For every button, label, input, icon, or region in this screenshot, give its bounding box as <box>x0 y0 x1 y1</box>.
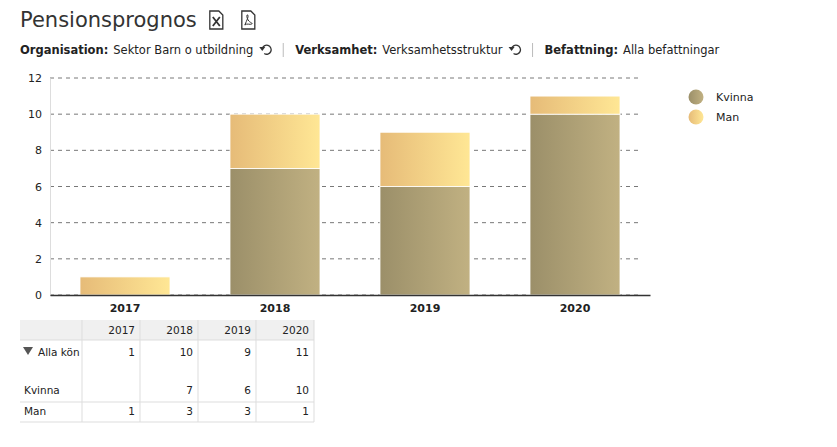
x-tick: 2020 <box>560 295 591 315</box>
reset-icon[interactable] <box>259 45 271 54</box>
y-tick-label: 10 <box>28 108 42 121</box>
title: Pensionsprognos <box>20 8 197 32</box>
bars <box>80 96 620 295</box>
table-cell: 9 <box>244 346 251 358</box>
table-cell: 3 <box>244 405 251 417</box>
y-tick-label: 12 <box>28 72 42 85</box>
table-header-bg <box>20 320 314 340</box>
filter[interactable]: Verksamhet: Verksamhetsstruktur <box>295 43 520 57</box>
y-tick-label: 8 <box>35 144 42 157</box>
legend-swatch <box>689 90 704 105</box>
legend-item[interactable]: Man <box>689 110 740 125</box>
filter-value: Verksamhetsstruktur <box>382 43 503 57</box>
y-axis: 0 2 4 6 8 10 12 <box>28 72 51 302</box>
table-cell: 1 <box>128 405 135 417</box>
grid-line <box>50 78 640 79</box>
legend-label: Kvinna <box>716 91 753 104</box>
filter-value: Alla befattningar <box>623 43 720 57</box>
table-row-line <box>20 422 314 423</box>
filter-label: Befattning: <box>545 43 618 57</box>
table-col-line <box>314 320 315 422</box>
table-row-label: Alla kön <box>38 346 80 358</box>
filter-label: Verksamhet: <box>295 43 377 57</box>
page: Pensionsprognos Organisation: Sektor Barn … <box>0 0 837 447</box>
bar[interactable] <box>380 132 470 186</box>
y-tick-label: 6 <box>35 181 42 194</box>
table-cell: 3 <box>186 405 193 417</box>
table-header-cell: 2019 <box>224 324 251 336</box>
y-tick-label: 2 <box>35 253 42 266</box>
filter[interactable]: Organisation: Sektor Barn o utbildning <box>20 43 271 57</box>
table-header-cell: 2020 <box>282 324 309 336</box>
x-tick: 2017 <box>110 295 141 315</box>
table-col-line <box>140 320 141 422</box>
table-col-line <box>198 320 199 422</box>
pdf-export-icon[interactable] <box>242 11 255 29</box>
grid <box>50 78 640 295</box>
reset-icon[interactable] <box>509 45 521 54</box>
bar[interactable] <box>80 277 170 295</box>
filter-separator <box>283 43 284 57</box>
filter-label: Organisation: <box>20 43 108 57</box>
table-header-cell: 2017 <box>108 324 135 336</box>
x-axis-line <box>51 295 651 297</box>
x-tick: 2018 <box>260 295 291 315</box>
legend: Kvinna Man <box>689 90 754 125</box>
legend-label: Man <box>716 111 739 124</box>
x-tick-label: 2020 <box>560 302 591 315</box>
table: 2017201820192020Alla kön110911Kvinna7610… <box>20 320 314 422</box>
table-cell: 11 <box>296 346 309 358</box>
table-cell: 1 <box>128 346 135 358</box>
y-tick: 4 <box>35 217 50 230</box>
y-tick: 10 <box>28 108 50 121</box>
excel-export-icon[interactable] <box>210 11 223 29</box>
table-col-line <box>256 320 257 422</box>
x-tick-label: 2018 <box>260 302 291 315</box>
table-cell: 10 <box>180 346 193 358</box>
y-tick-label: 4 <box>35 217 42 230</box>
y-tick: 2 <box>35 253 50 266</box>
bar[interactable] <box>380 187 470 296</box>
table-header-cell: 2018 <box>166 324 193 336</box>
x-tick: 2019 <box>410 295 441 315</box>
table-col-line <box>82 320 83 422</box>
table-row-line <box>20 402 314 403</box>
bar[interactable] <box>230 114 320 168</box>
y-tick: 8 <box>35 144 50 157</box>
table-cell: 7 <box>186 384 193 396</box>
table-row-label: Man <box>24 405 46 417</box>
bar[interactable] <box>530 114 620 295</box>
table-row-label: Kvinna <box>24 384 60 396</box>
bar[interactable] <box>530 96 620 114</box>
x-axis: 2017 2018 2019 2020 <box>51 295 651 315</box>
table-cell: 10 <box>296 384 309 396</box>
y-tick: 6 <box>35 181 50 194</box>
y-tick: 12 <box>28 72 50 85</box>
y-tick: 0 <box>35 289 50 302</box>
legend-item[interactable]: Kvinna <box>689 90 754 105</box>
expand-toggle[interactable] <box>23 347 33 355</box>
y-tick-label: 0 <box>35 289 42 302</box>
legend-swatch <box>689 110 704 125</box>
filter[interactable]: Befattning: Alla befattningar <box>545 43 720 57</box>
series <box>80 96 620 295</box>
x-tick-label: 2017 <box>110 302 141 315</box>
bar[interactable] <box>230 168 320 295</box>
table-cell: 1 <box>302 405 309 417</box>
table-row-line <box>20 340 314 341</box>
filter-separator <box>532 43 533 57</box>
table-cell: 6 <box>244 384 251 396</box>
x-tick-label: 2019 <box>410 302 441 315</box>
filter-value: Sektor Barn o utbildning <box>113 43 253 57</box>
series <box>230 114 620 295</box>
y-axis-line <box>50 79 51 296</box>
